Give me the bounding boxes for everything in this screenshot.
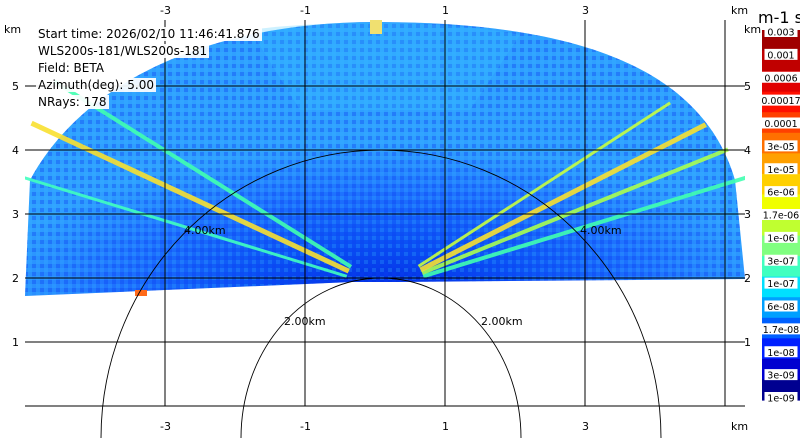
- y-tick-left: 2: [12, 272, 19, 285]
- azimuth-label: Azimuth(deg): 5.00: [36, 78, 157, 92]
- x-tick-top: 1: [442, 4, 449, 17]
- y-unit-left: km: [4, 23, 21, 36]
- instrument-label: WLS200s-181/WLS200s-181: [36, 44, 210, 58]
- colorbar-label-bg: [761, 117, 800, 129]
- colorbar-label-bg: [764, 26, 798, 37]
- ring-label-outer-left: 4.00km: [184, 224, 226, 237]
- y-tick-left: 4: [12, 144, 19, 157]
- colorbar-label-bg: [758, 94, 800, 106]
- colorbar-label: 0.001: [767, 50, 794, 61]
- x-unit-top: km: [731, 4, 748, 17]
- y-tick-left: 1: [12, 336, 19, 349]
- colorbar-label: 0.0001: [764, 119, 797, 130]
- ring-labels: 2.00km 2.00km 4.00km 4.00km: [184, 224, 622, 328]
- ray-enhancement: [417, 101, 671, 268]
- ray-enhancement: [419, 122, 707, 273]
- colorbar-label: 0.003: [767, 28, 794, 39]
- y-tick-right: 5: [744, 80, 751, 93]
- colorbar-label-bg: [764, 277, 798, 289]
- colorbar-label-bg: [764, 254, 798, 266]
- x-tick-top: -1: [300, 4, 311, 17]
- ray-enhancement: [421, 147, 729, 275]
- y-tick-left: 5: [12, 80, 19, 93]
- range-rings: [100, 149, 662, 438]
- ring-label-inner-right: 2.00km: [481, 315, 523, 328]
- colorbar-label-bg: [764, 48, 798, 60]
- y-tick-right: 1: [744, 336, 751, 349]
- x-tick-top: 3: [582, 4, 589, 17]
- colorbar-labels: 0.003 0.001 0.0006 0.00017 0.0001 3e-05 1e-05 6…: [758, 26, 800, 405]
- scan-info-box: Start time: 2026/02/10 11:46:41.876 WLS2…: [36, 26, 262, 111]
- ray-enhancement: [422, 175, 745, 279]
- y-tick-right: 3: [744, 208, 751, 221]
- colorbar-label-bg: [761, 71, 800, 83]
- colorbar: 0.003 0.001 0.0006 0.00017 0.0001 3e-05 1e-05 6…: [758, 26, 800, 405]
- start-time-label: Start time: 2026/02/10 11:46:41.876: [36, 27, 262, 41]
- colorbar-label: 3e-07: [767, 256, 794, 267]
- x-tick-bottom: -1: [300, 420, 311, 433]
- x-tick-bottom: 1: [442, 420, 449, 433]
- ray-enhancement: [53, 79, 353, 269]
- colorbar-label: 1.7e-08: [763, 325, 799, 336]
- x-tick-bottom: 3: [582, 420, 589, 433]
- ray-enhancement: [30, 120, 350, 274]
- colorbar-label-bg: [764, 392, 798, 403]
- upper-haze: [250, 23, 520, 110]
- colorbar-label-bg: [764, 369, 798, 381]
- x-tick-bottom: -3: [160, 420, 171, 433]
- colorbar-label-bg: [764, 163, 798, 175]
- colorbar-label: 1e-08: [767, 348, 794, 359]
- y-unit-right: km: [744, 23, 761, 36]
- zenith-hotspot: [370, 20, 382, 34]
- ray-enhancements: [25, 79, 745, 279]
- y-tick-right: 2: [744, 272, 751, 285]
- scan-sector-texture: [25, 22, 745, 296]
- colorbar-label: 1e-07: [767, 279, 794, 290]
- colorbar-label-bg: [764, 231, 798, 243]
- x-tick-top: -3: [160, 4, 171, 17]
- colorbar-label-bg: [758, 209, 800, 220]
- colorbar-label: 3e-05: [767, 142, 794, 153]
- ring-label-inner-left: 2.00km: [284, 315, 326, 328]
- colorbar-label-bg: [764, 300, 798, 312]
- colorbar-label: 1.7e-06: [763, 211, 799, 222]
- y-tick-left: 3: [12, 208, 19, 221]
- colorbar-label: 0.0006: [764, 73, 797, 84]
- colorbar-label: 1e-05: [767, 165, 794, 176]
- colorbar-label-bg: [764, 346, 798, 358]
- colorbar-title: m-1 sr-1: [758, 8, 800, 27]
- colorbar-label: 3e-09: [767, 371, 794, 382]
- field-label: Field: BETA: [36, 61, 106, 75]
- colorbar-label: 1e-09: [767, 394, 794, 405]
- colorbar-label-bg: [758, 323, 800, 335]
- ray-enhancement: [25, 176, 348, 278]
- range-ring-4km: [100, 149, 662, 438]
- colorbar-band: [762, 215, 800, 237]
- colorbar-label: 1e-06: [767, 233, 794, 244]
- colorbar-label: 6e-06: [767, 188, 794, 199]
- y-tick-right: 4: [744, 144, 751, 157]
- near-range-warm: [135, 290, 147, 296]
- axis-tick-labels: -3 -1 1 3 km -3 -1 1 3 km km 5 4 3 2 1 k…: [4, 4, 761, 433]
- colorbar-label-bg: [764, 140, 798, 152]
- near-range-gap: [372, 285, 388, 293]
- colorbar-label-bg: [764, 186, 798, 198]
- x-unit-bottom: km: [731, 420, 748, 433]
- ring-label-outer-right: 4.00km: [580, 224, 622, 237]
- nrays-label: NRays: 178: [36, 95, 109, 109]
- colorbar-label: 6e-08: [767, 302, 794, 313]
- colorbar-label: 0.00017: [761, 96, 800, 107]
- range-ring-2km: [240, 277, 522, 438]
